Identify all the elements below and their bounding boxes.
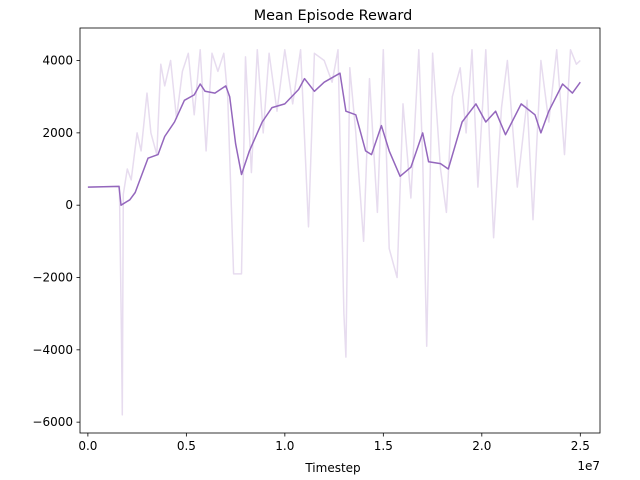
x-offset-label: 1e7 [577,459,600,473]
x-tick-label: 2.0 [472,439,491,453]
x-tick-label: 0.0 [78,439,97,453]
y-tick-label: 0 [65,198,73,212]
x-tick-label: 1.0 [275,439,294,453]
x-tick-label: 2.5 [571,439,590,453]
x-axis-label: Timestep [304,461,360,475]
chart-title: Mean Episode Reward [254,8,412,24]
x-tick-label: 0.5 [177,439,196,453]
y-tick-label: −4000 [32,343,73,357]
data-line [87,48,581,416]
y-tick-label: 2000 [42,126,73,140]
x-tick-label: 1.5 [374,439,393,453]
y-tick-label: −6000 [32,415,73,429]
plot-frame [79,27,601,434]
data-line [87,72,581,206]
y-tick-label: −2000 [32,271,73,285]
y-tick-label: 4000 [42,54,73,68]
